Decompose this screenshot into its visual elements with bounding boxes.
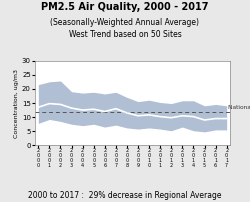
Text: PM2.5 Air Quality, 2000 - 2017: PM2.5 Air Quality, 2000 - 2017 (41, 2, 209, 12)
Text: National Standard: National Standard (228, 105, 250, 110)
Text: West Trend based on 50 Sites: West Trend based on 50 Sites (68, 30, 182, 39)
Text: (Seasonally-Weighted Annual Average): (Seasonally-Weighted Annual Average) (50, 18, 200, 27)
Y-axis label: Concentration, ug/m3: Concentration, ug/m3 (14, 68, 19, 138)
Text: 2000 to 2017 :  29% decrease in Regional Average: 2000 to 2017 : 29% decrease in Regional … (28, 191, 222, 200)
